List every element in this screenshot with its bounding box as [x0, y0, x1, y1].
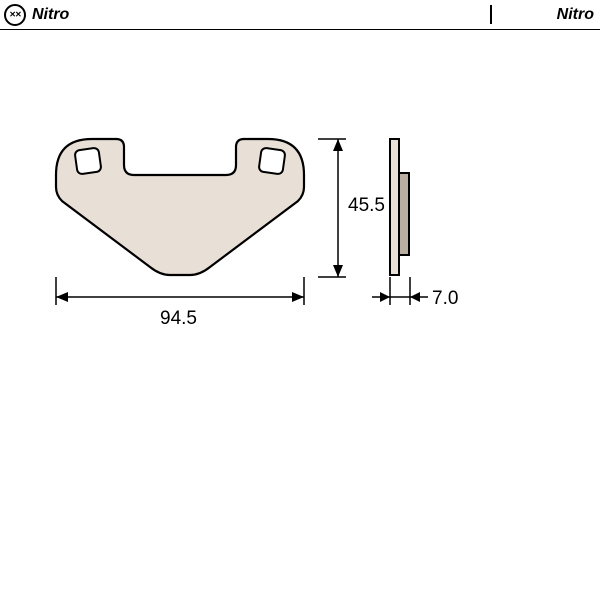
- brand-name-right: Nitro: [557, 6, 594, 24]
- brand-logo-icon: ✕✕: [4, 4, 26, 26]
- logo-inner-text: ✕✕: [9, 10, 20, 19]
- brand-name-left: Nitro: [32, 6, 69, 24]
- dim-height-label: 45.5: [348, 195, 385, 217]
- mount-hole-right: [258, 147, 285, 174]
- dim-thickness: [370, 277, 440, 321]
- side-friction-material: [399, 173, 409, 255]
- mount-hole-left: [74, 147, 101, 174]
- dim-thickness-label: 7.0: [432, 288, 458, 310]
- header-bar: ✕✕ Nitro Nitro: [0, 0, 600, 30]
- header-left-group: ✕✕ Nitro: [0, 4, 69, 26]
- dim-width-label: 94.5: [160, 308, 197, 330]
- brake-pad-front-view: [50, 135, 310, 285]
- drawing-stage: 45.5 94.5 7.0: [0, 30, 600, 600]
- header-separator: [490, 5, 492, 24]
- side-backing-plate: [390, 139, 399, 275]
